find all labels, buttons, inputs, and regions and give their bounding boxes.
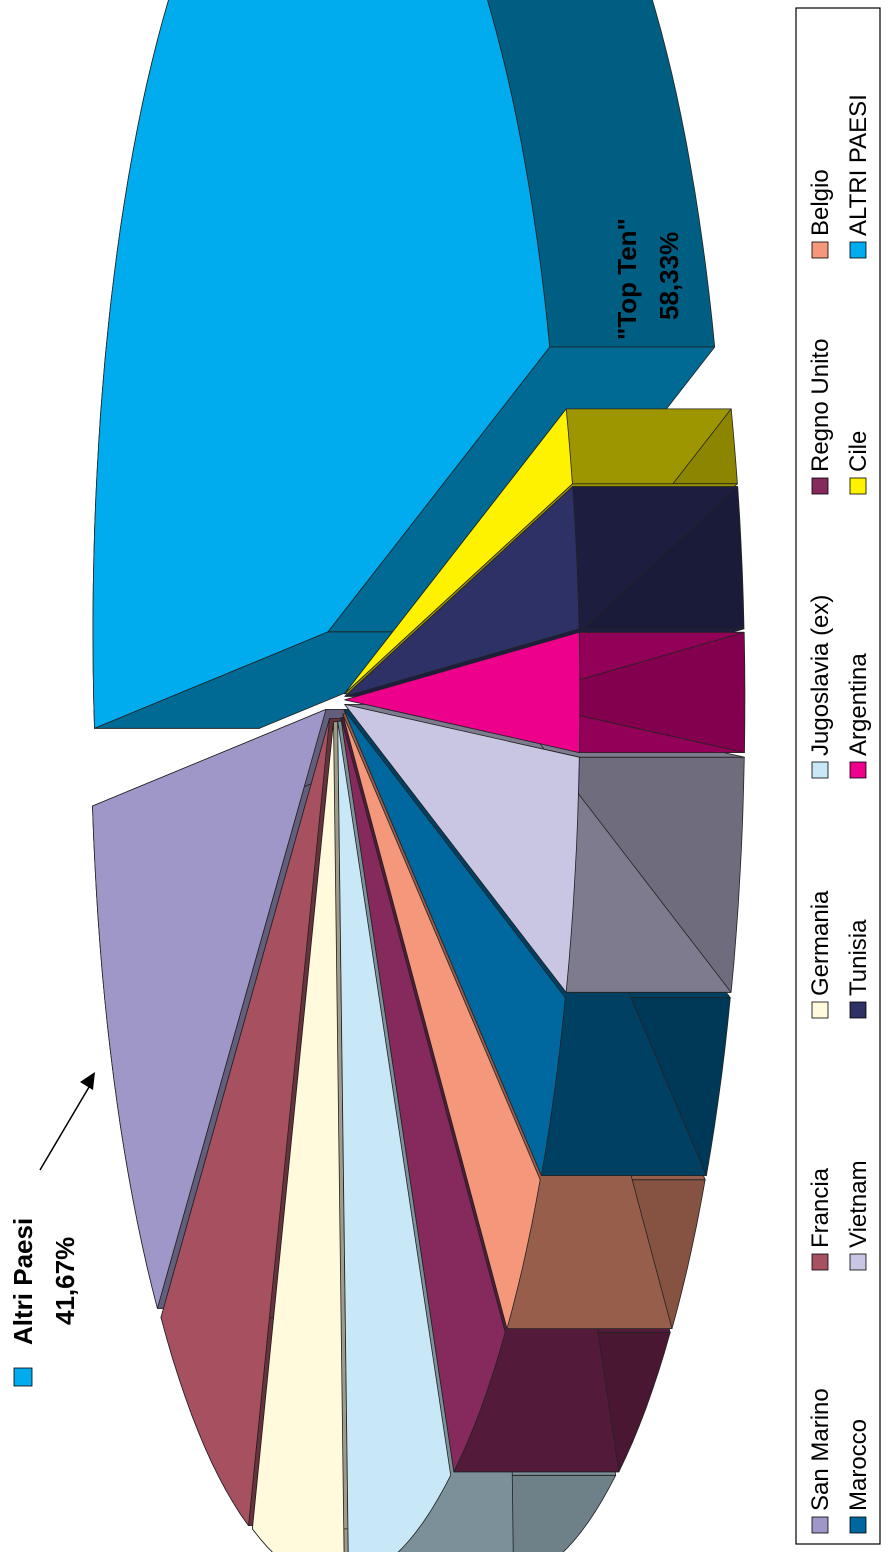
legend-swatch	[849, 1516, 867, 1534]
legend-swatch	[849, 1253, 867, 1271]
callout-arrow	[39, 1081, 93, 1171]
legend-swatch	[811, 1516, 829, 1534]
legend-label: Tunisia	[845, 919, 872, 996]
slice-top	[343, 709, 566, 1176]
slice-top	[344, 408, 573, 695]
legend-label: Argentina	[845, 653, 872, 756]
callout-arrow-head	[80, 1072, 95, 1090]
legend-swatch	[811, 1253, 829, 1271]
callout-altri-value: 41,67%	[50, 1237, 80, 1325]
legend-swatch	[811, 241, 829, 259]
legend-swatch	[849, 1001, 867, 1019]
legend-swatch	[811, 1001, 829, 1019]
slice-argentina	[344, 631, 746, 753]
slice-top	[251, 721, 345, 1552]
callout-marker	[13, 1367, 33, 1387]
callout-top-ten: "Top Ten" 58,33%	[612, 218, 684, 340]
legend-label: San Marino	[807, 1388, 834, 1511]
slice-top	[344, 704, 580, 993]
slice-top	[337, 720, 452, 1552]
slice-top	[160, 718, 331, 1526]
legend-label: Marocco	[845, 1419, 872, 1511]
legend-swatch	[849, 241, 867, 259]
pie-slices	[92, 0, 746, 1552]
slice-top	[344, 486, 580, 697]
slice-top	[342, 713, 541, 1329]
callout-topten-label: "Top Ten"	[612, 218, 642, 340]
legend-swatch	[811, 477, 829, 495]
legend-swatch	[849, 477, 867, 495]
legend-label: Vietnam	[845, 1160, 872, 1248]
legend: San Marino Francia Germania Jugoslavia (ex)…	[795, 7, 881, 1545]
callout-altri-label: Altri Paesi	[8, 1218, 38, 1345]
slice-top	[340, 717, 506, 1473]
legend-frame	[795, 7, 881, 1545]
legend-label: Belgio	[807, 169, 834, 236]
legend-swatch	[811, 761, 829, 779]
slice-top	[92, 0, 551, 729]
legend-label: Germania	[807, 890, 834, 996]
slice-top	[92, 709, 327, 1309]
slice-vietnam	[344, 704, 745, 993]
legend-label: Jugoslavia (ex)	[807, 595, 834, 756]
callout-altri-paesi: Altri Paesi 41,67%	[8, 1072, 95, 1387]
callout-topten-value: 58,33%	[654, 232, 684, 320]
legend-label: Cile	[845, 431, 872, 472]
legend-label: ALTRI PAESI	[845, 94, 872, 236]
slice-top	[344, 631, 581, 753]
legend-swatch	[849, 761, 867, 779]
legend-label: Francia	[807, 1167, 834, 1248]
legend-label: Regno Unito	[807, 339, 834, 472]
